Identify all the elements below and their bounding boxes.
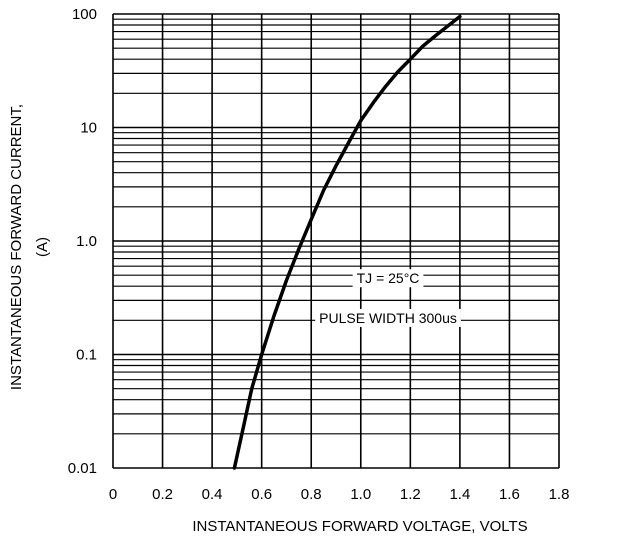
series-layer: [232, 14, 462, 470]
annotation-background: [352, 269, 424, 288]
x-tick-label: 0.8: [301, 486, 322, 503]
x-tick-label: 1.4: [449, 486, 470, 503]
y-tick-label: 100: [72, 6, 97, 23]
y-tick-label: 10: [80, 120, 97, 137]
y-tick-label: 0.1: [76, 347, 97, 364]
annotation-label: PULSE WIDTH 300us: [319, 310, 457, 326]
x-tick-label: 1.8: [549, 486, 570, 503]
annotation-background: [315, 308, 461, 327]
x-tick-label: 0.6: [251, 486, 272, 503]
y-tick-label: 0.01: [68, 460, 97, 477]
grid-minor-lines: [113, 18, 559, 435]
tick-label-layer: 0 0.2 0.4 0.6 0.8 1.0 1.2 1.4 1.6 1.8 0.01 0.1 1.0 10…: [68, 6, 570, 503]
y-tick-label: 1.0: [76, 233, 97, 250]
x-tick-label: 1.2: [400, 486, 421, 503]
x-tick-label: 0: [109, 486, 117, 503]
x-tick-label: 1.6: [499, 486, 520, 503]
y-axis-title-line1: INSTANTANEOUS FORWARD CURRENT,: [8, 104, 25, 390]
x-axis-title: INSTANTANEOUS FORWARD VOLTAGE, VOLTS: [192, 518, 527, 535]
x-tick-label: 0.4: [202, 486, 223, 503]
x-tick-label: 1.0: [350, 486, 371, 503]
annotation-layer: TJ = 25°C PULSE WIDTH 300us: [315, 269, 461, 327]
forward-current-curve: [232, 14, 462, 470]
y-axis-title-line2: (A): [34, 237, 51, 257]
x-tick-label: 0.2: [152, 486, 173, 503]
grid-major-lines: [112, 13, 560, 469]
annotation-label: TJ = 25°C: [357, 270, 420, 286]
